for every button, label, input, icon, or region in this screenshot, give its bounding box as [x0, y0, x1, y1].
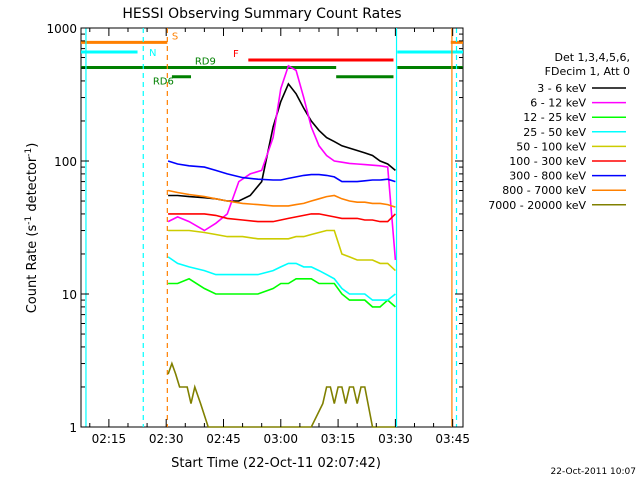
series-line [167, 64, 397, 261]
flag-label-rd6: RD6 [153, 77, 174, 88]
legend-header: FDecim 1, Att 0 [545, 65, 630, 78]
flags-layer: S N F RD9 RD6 [81, 31, 463, 88]
x-tick-label: 02:15 [92, 432, 127, 446]
series-line [168, 277, 396, 308]
x-tick-label: 02:30 [149, 432, 184, 446]
legend-label: 6 - 12 keV [530, 97, 586, 110]
series-line [167, 189, 396, 208]
axes-layer: 02:15 02:30 02:45 03:00 03:15 03:30 03:45 1 10 10… [46, 22, 470, 446]
y-tick-label: 1000 [46, 22, 77, 36]
legend-label: 50 - 100 keV [516, 140, 586, 153]
series-line [167, 160, 396, 183]
footer-timestamp: 22-Oct-2011 10:07 [551, 467, 636, 477]
flag-label-s: S [172, 31, 178, 42]
flag-label-f: F [233, 49, 239, 60]
x-axis-label: Start Time (22-Oct-11 02:07:42) [171, 456, 381, 471]
y-tick-label: 1 [69, 421, 77, 435]
y-tick-label: 10 [62, 288, 77, 302]
legend-label: 300 - 800 keV [509, 170, 586, 183]
x-tick-label: 03:00 [263, 432, 298, 446]
legend-label: 100 - 300 keV [509, 155, 586, 168]
series-line [167, 361, 396, 428]
y-axis-label: Count Rate (s-1 detector-1) [24, 143, 40, 314]
flag-label-n: N [149, 48, 156, 59]
legend-label: 25 - 50 keV [523, 126, 586, 139]
legend-label: 7000 - 20000 keV [488, 199, 586, 212]
series-layer [167, 64, 397, 428]
plot-frame [80, 27, 464, 428]
y-tick-label: 100 [54, 155, 77, 169]
legend-label: 12 - 25 keV [523, 111, 586, 124]
series-line [168, 82, 396, 202]
series-line [167, 256, 396, 301]
x-tick-label: 03:15 [321, 432, 356, 446]
legend-label: 800 - 7000 keV [502, 184, 586, 197]
x-tick-label: 02:45 [206, 432, 241, 446]
series-line [168, 213, 396, 223]
x-tick-label: 03:30 [378, 432, 413, 446]
x-tick-label: 03:45 [435, 432, 470, 446]
legend-header: Det 1,3,4,5,6, [554, 51, 630, 64]
flag-label-rd9: RD9 [195, 56, 216, 67]
legend: Det 1,3,4,5,6,FDecim 1, Att 0 3 - 6 keV 6 … [488, 51, 630, 212]
chart-title: HESSI Observing Summary Count Rates [122, 6, 401, 22]
series-line [168, 229, 396, 272]
vlines-layer [85, 28, 458, 427]
legend-label: 3 - 6 keV [537, 82, 586, 95]
